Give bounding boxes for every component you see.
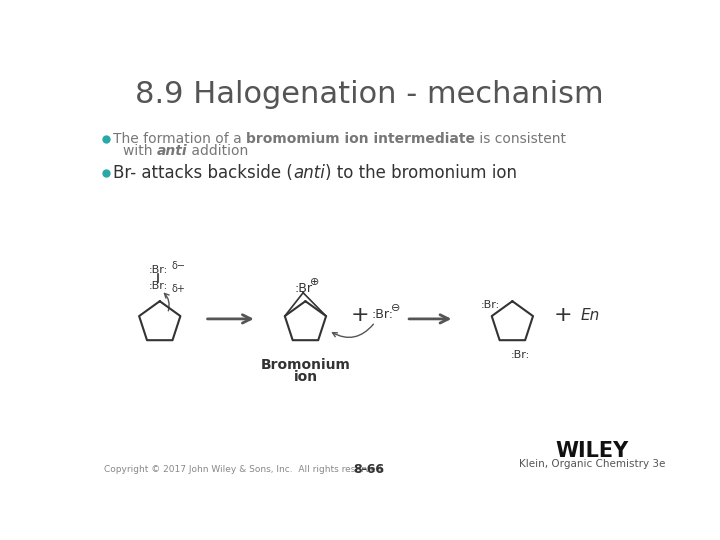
- Text: 8-66: 8-66: [354, 463, 384, 476]
- Text: WILEY: WILEY: [556, 441, 629, 461]
- Text: The formation of a: The formation of a: [113, 132, 246, 146]
- Text: :Br:: :Br:: [148, 281, 168, 291]
- Text: bromomium ion intermediate: bromomium ion intermediate: [246, 132, 475, 146]
- Text: Br- attacks backside (: Br- attacks backside (: [113, 164, 293, 181]
- Text: is consistent: is consistent: [475, 132, 567, 146]
- FancyArrowPatch shape: [164, 293, 169, 311]
- Text: δ−: δ−: [171, 261, 185, 271]
- FancyArrowPatch shape: [333, 324, 374, 338]
- Text: :Br:: :Br:: [510, 350, 530, 360]
- Text: 8.9 Halogenation - mechanism: 8.9 Halogenation - mechanism: [135, 79, 603, 109]
- Text: :Br:: :Br:: [372, 308, 394, 321]
- Text: ⊖: ⊖: [391, 303, 400, 313]
- Text: addition: addition: [187, 144, 248, 158]
- Text: ) to the bromonium ion: ) to the bromonium ion: [325, 164, 517, 181]
- Text: En: En: [580, 308, 600, 322]
- Text: :Br:: :Br:: [148, 265, 168, 275]
- Text: Klein, Organic Chemistry 3e: Klein, Organic Chemistry 3e: [519, 460, 665, 469]
- Text: :Br:: :Br:: [481, 300, 500, 310]
- Text: ion: ion: [293, 370, 318, 383]
- Text: +: +: [351, 305, 369, 325]
- Text: anti: anti: [156, 144, 187, 158]
- Text: δ+: δ+: [171, 284, 185, 294]
- Text: :Br: :Br: [294, 282, 312, 295]
- Text: Copyright © 2017 John Wiley & Sons, Inc.  All rights reserved.: Copyright © 2017 John Wiley & Sons, Inc.…: [104, 465, 384, 474]
- Text: anti: anti: [293, 164, 325, 181]
- Text: +: +: [554, 305, 572, 325]
- Text: Bromonium: Bromonium: [261, 358, 351, 372]
- Text: with: with: [122, 144, 156, 158]
- Text: ⊕: ⊕: [310, 277, 320, 287]
